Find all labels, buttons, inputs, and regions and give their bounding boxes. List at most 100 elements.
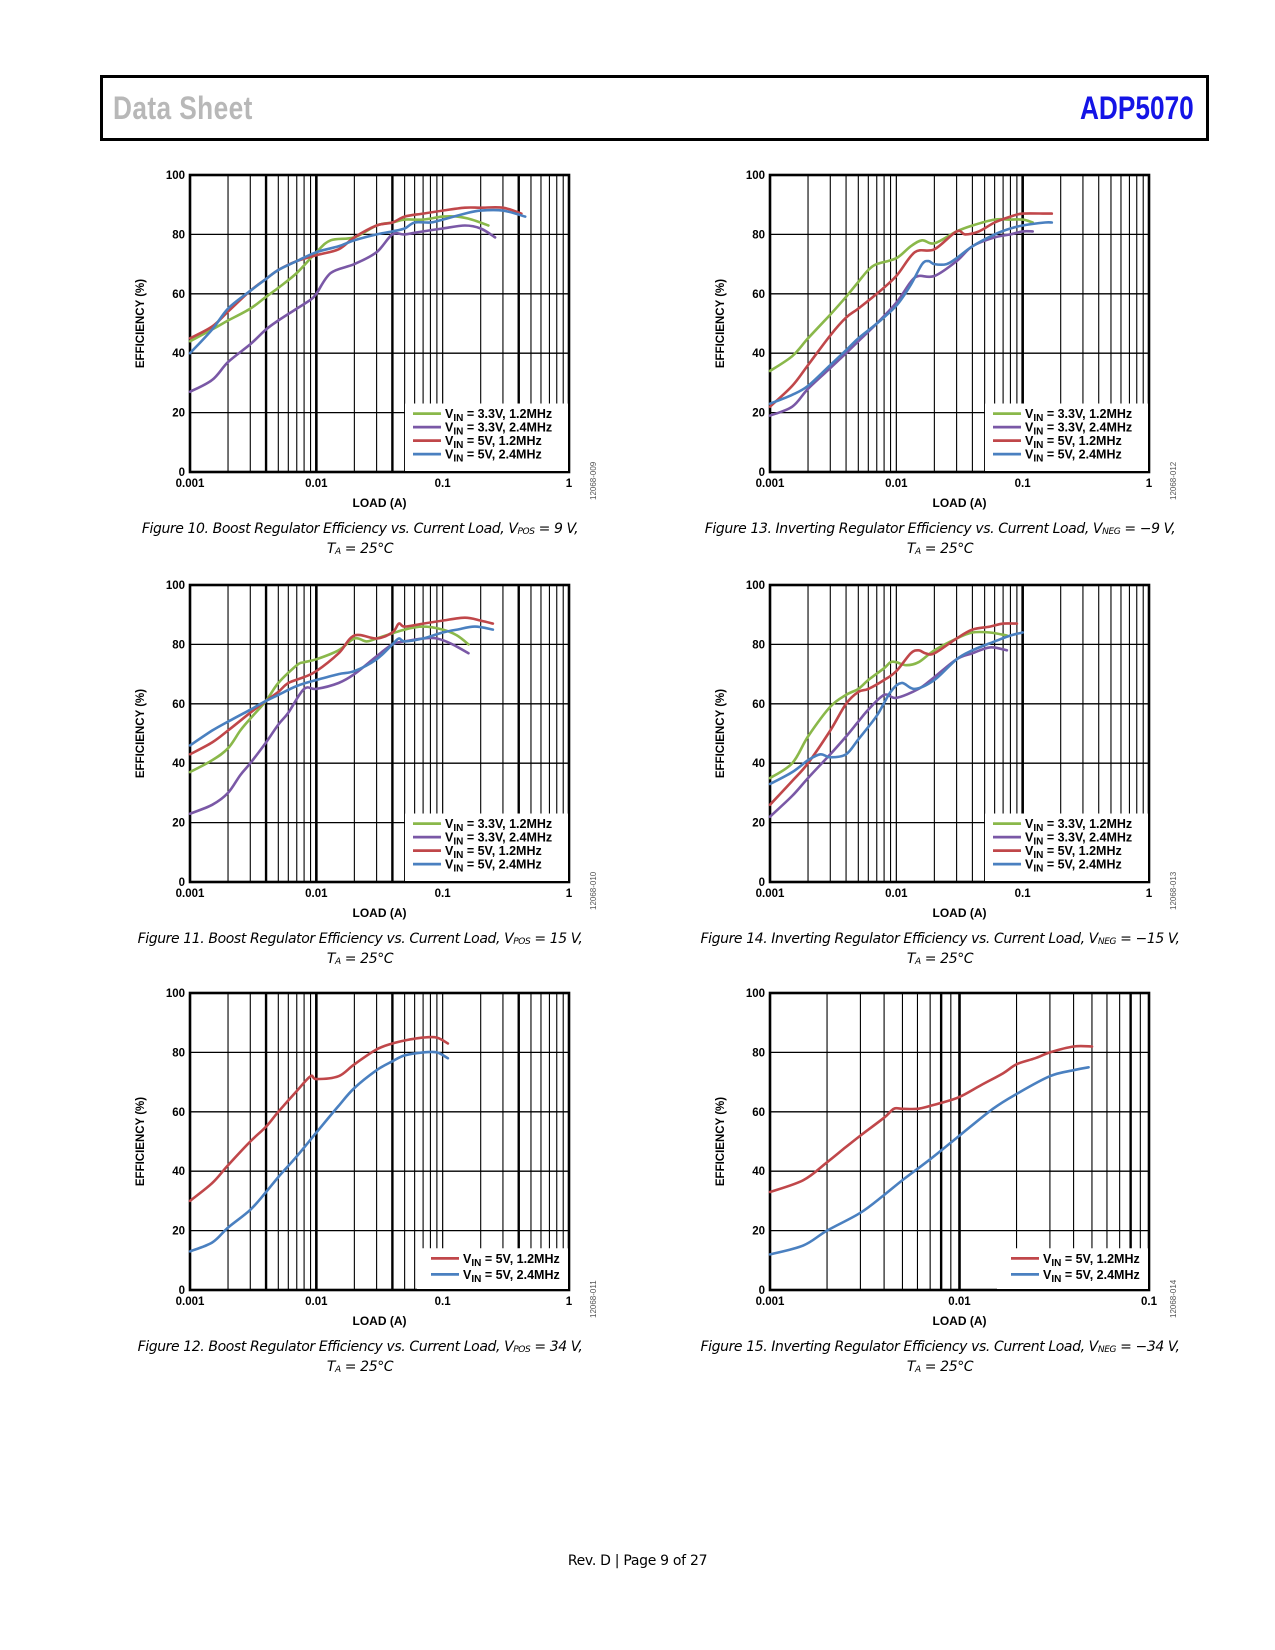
- grid: [770, 175, 1149, 472]
- x-axis-label: LOAD (A): [933, 496, 987, 510]
- series-line-0: [188, 214, 490, 343]
- legend-bg: [417, 1248, 568, 1289]
- y-tick-label: 0: [179, 467, 185, 479]
- series-line-0: [768, 1044, 1094, 1194]
- legend-label: VIN = 5V, 2.4MHz: [1025, 448, 1122, 465]
- series-line-2: [768, 212, 1054, 408]
- x-tick-label: 0.1: [435, 888, 452, 900]
- y-tick-label: 80: [172, 639, 185, 651]
- x-tick-label: 0.1: [435, 1296, 452, 1308]
- plot-frame: [188, 991, 571, 1292]
- grid: [770, 993, 1149, 1290]
- x-tick-label: 0.001: [176, 478, 205, 490]
- x-tick-label: 0.1: [1015, 888, 1032, 900]
- x-tick-label: 0.1: [435, 478, 452, 490]
- y-tick-label: 60: [752, 1107, 765, 1119]
- series-line-1: [188, 1050, 450, 1253]
- x-tick-label: 0.1: [1141, 1296, 1158, 1308]
- figure-10: VIN = 3.3V, 1.2MHz VIN = 3.3V, 2.4MHz VIN …: [60, 150, 620, 557]
- legend-label: VIN = 5V, 2.4MHz: [1043, 1268, 1140, 1285]
- y-tick-label: 40: [172, 758, 185, 770]
- figure-caption: Figure 13. Inverting Regulator Efficienc…: [704, 521, 1176, 557]
- page-footer: Rev. D | Page 9 of 27: [567, 1553, 708, 1569]
- figure-13: VIN = 3.3V, 1.2MHz VIN = 3.3V, 2.4MHz VIN …: [640, 150, 1200, 557]
- header-left-title: Data Sheet: [113, 90, 253, 126]
- x-axis-label: LOAD (A): [353, 1314, 407, 1328]
- legend-label: VIN = 5V, 2.4MHz: [445, 448, 542, 465]
- figure-caption: Figure 14. Inverting Regulator Efficienc…: [700, 931, 1180, 967]
- legend-label: VIN = 3.3V, 1.2MHz: [1025, 407, 1132, 424]
- legend-label: VIN = 5V, 1.2MHz: [445, 844, 542, 861]
- figure-11: VIN = 3.3V, 1.2MHz VIN = 3.3V, 2.4MHz VIN …: [60, 560, 620, 967]
- y-tick-label: 20: [172, 1226, 185, 1238]
- series-line-0: [188, 625, 470, 774]
- y-axis-label: EFFICIENCY (%): [135, 1097, 147, 1186]
- x-axis-label: LOAD (A): [933, 1314, 987, 1328]
- y-tick-label: 60: [752, 289, 765, 301]
- x-tick-label: 0.001: [756, 888, 785, 900]
- y-tick-label: 100: [746, 170, 765, 182]
- y-tick-label: 80: [172, 1047, 185, 1059]
- y-tick-label: 100: [746, 580, 765, 592]
- y-tick-label: 80: [752, 639, 765, 651]
- y-tick-label: 60: [172, 699, 185, 711]
- y-tick-label: 60: [172, 289, 185, 301]
- series-line-3: [188, 208, 527, 355]
- y-tick-label: 100: [166, 170, 185, 182]
- x-tick-label: 1: [566, 478, 573, 490]
- plot-frame: [768, 583, 1151, 884]
- series-line-3: [188, 625, 495, 747]
- series-line-3: [768, 220, 1054, 405]
- figure-caption: Figure 15. Inverting Regulator Efficienc…: [700, 1339, 1180, 1375]
- figure-code: 12068-011: [589, 1280, 598, 1318]
- legend-label: VIN = 3.3V, 2.4MHz: [445, 831, 552, 848]
- plot-frame: [768, 173, 1151, 474]
- series-line-1: [768, 646, 1009, 818]
- legend-label: VIN = 5V, 1.2MHz: [463, 1252, 560, 1269]
- y-tick-label: 40: [752, 758, 765, 770]
- series-line-1: [768, 229, 1034, 417]
- x-axis-label: LOAD (A): [353, 496, 407, 510]
- y-tick-label: 0: [759, 877, 765, 889]
- figure-14: VIN = 3.3V, 1.2MHz VIN = 3.3V, 2.4MHz VIN …: [640, 560, 1200, 967]
- x-tick-label: 0.01: [305, 888, 328, 900]
- legend-label: VIN = 5V, 2.4MHz: [445, 858, 542, 875]
- figure-caption: Figure 12. Boost Regulator Efficiency vs…: [137, 1339, 583, 1375]
- y-axis-label: EFFICIENCY (%): [715, 689, 727, 778]
- x-tick-label: 0.1: [1015, 478, 1032, 490]
- y-tick-label: 40: [172, 348, 185, 360]
- figure-12: VIN = 5V, 1.2MHz VIN = 5V, 2.4MHz 0 20 40 60 8…: [60, 968, 620, 1375]
- header-part-number: ADP5070: [1080, 90, 1194, 126]
- series-line-2: [188, 616, 495, 756]
- figure-code: 12068-014: [1169, 1279, 1178, 1318]
- y-tick-label: 0: [179, 877, 185, 889]
- series-line-1: [188, 636, 470, 815]
- x-tick-label: 0.01: [885, 478, 908, 490]
- y-tick-label: 40: [172, 1166, 185, 1178]
- x-tick-label: 1: [1146, 888, 1153, 900]
- y-tick-label: 20: [752, 408, 765, 420]
- plot-frame: [188, 173, 571, 474]
- y-tick-label: 0: [759, 467, 765, 479]
- legend-label: VIN = 3.3V, 2.4MHz: [1025, 421, 1132, 438]
- plot-frame: [188, 583, 571, 884]
- figure-code: 12068-009: [589, 461, 598, 500]
- y-tick-label: 60: [172, 1107, 185, 1119]
- legend-label: VIN = 3.3V, 1.2MHz: [445, 407, 552, 424]
- y-axis-label: EFFICIENCY (%): [715, 1097, 727, 1186]
- y-axis-label: EFFICIENCY (%): [135, 689, 147, 778]
- x-tick-label: 0.001: [176, 1296, 205, 1308]
- y-tick-label: 40: [752, 1166, 765, 1178]
- x-tick-label: 0.01: [305, 478, 328, 490]
- legend-label: VIN = 3.3V, 2.4MHz: [445, 421, 552, 438]
- y-tick-label: 60: [752, 699, 765, 711]
